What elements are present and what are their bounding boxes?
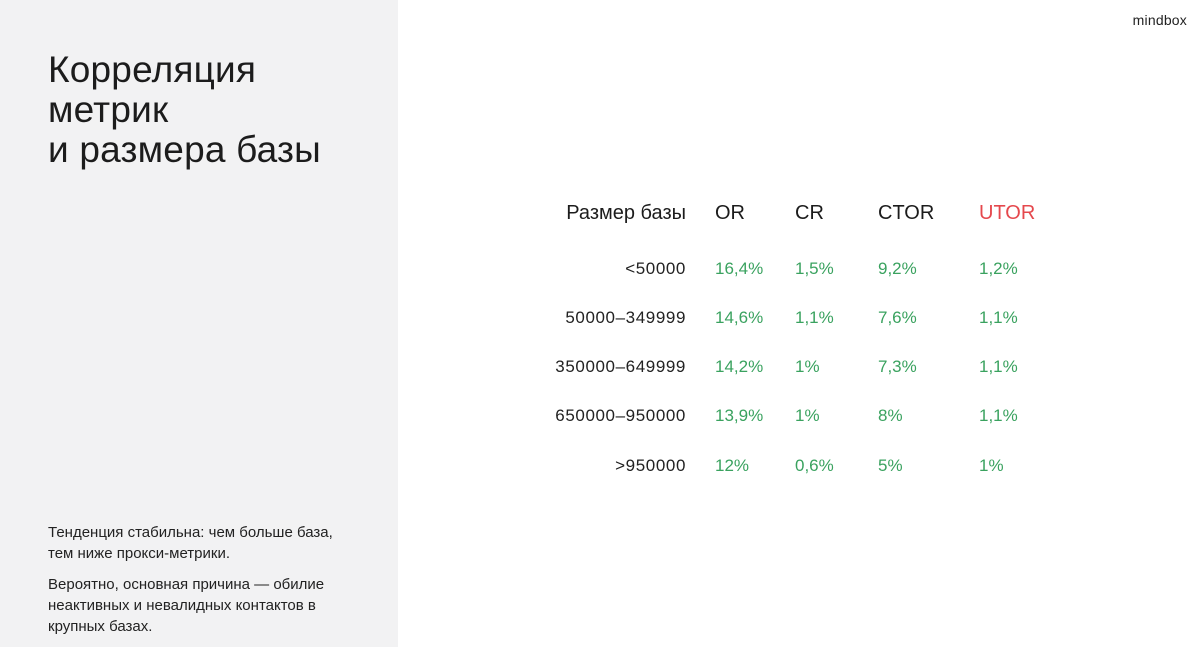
title-line-1: Корреляция	[48, 49, 257, 90]
row-1-cr: 1,5%	[795, 259, 834, 278]
note-reason: Вероятно, основная причина — обилие неак…	[48, 576, 325, 635]
row-2-utor: 1,1%	[979, 308, 1018, 327]
header-ctor: CTOR	[878, 202, 935, 224]
note-trend: Тенденция стабильна: чем больше база, те…	[48, 524, 333, 562]
header-size: Размер базы	[566, 202, 686, 224]
left-panel: Корреляция метрик и размера базы Тенденц…	[0, 0, 398, 647]
row-2-or: 14,6%	[715, 308, 764, 327]
row-4-utor: 1,1%	[979, 406, 1018, 425]
row-3-cr: 1%	[795, 357, 820, 376]
row-3-ctor: 7,3%	[878, 357, 917, 376]
header-utor: UTOR	[979, 202, 1036, 224]
row-1-or: 16,4%	[715, 259, 764, 278]
row-1-size: <50000	[625, 259, 686, 278]
title-line-3: и размера базы	[48, 129, 321, 170]
row-5-ctor: 5%	[878, 456, 903, 475]
row-5-utor: 1%	[979, 456, 1004, 475]
row-3-or: 14,2%	[715, 357, 764, 376]
row-1-utor: 1,2%	[979, 259, 1018, 278]
row-3-size: 350000–649999	[555, 357, 686, 376]
row-5-cr: 0,6%	[795, 456, 834, 475]
mindbox-logo: mindbox	[1132, 12, 1187, 28]
header-cr: CR	[795, 202, 824, 224]
row-4-cr: 1%	[795, 406, 820, 425]
slide-title: Корреляция метрик и размера базы	[48, 50, 388, 170]
row-5-size: >950000	[615, 456, 686, 475]
row-4-or: 13,9%	[715, 406, 764, 425]
row-3-utor: 1,1%	[979, 357, 1018, 376]
title-line-2: метрик	[48, 89, 169, 130]
slide-notes: Тенденция стабильна: чем больше база, те…	[48, 522, 348, 647]
row-1-ctor: 9,2%	[878, 259, 917, 278]
row-2-cr: 1,1%	[795, 308, 834, 327]
row-4-ctor: 8%	[878, 406, 903, 425]
row-4-size: 650000–950000	[555, 406, 686, 425]
row-2-ctor: 7,6%	[878, 308, 917, 327]
header-or: OR	[715, 202, 745, 224]
row-2-size: 50000–349999	[565, 308, 686, 327]
row-5-or: 12%	[715, 456, 750, 475]
